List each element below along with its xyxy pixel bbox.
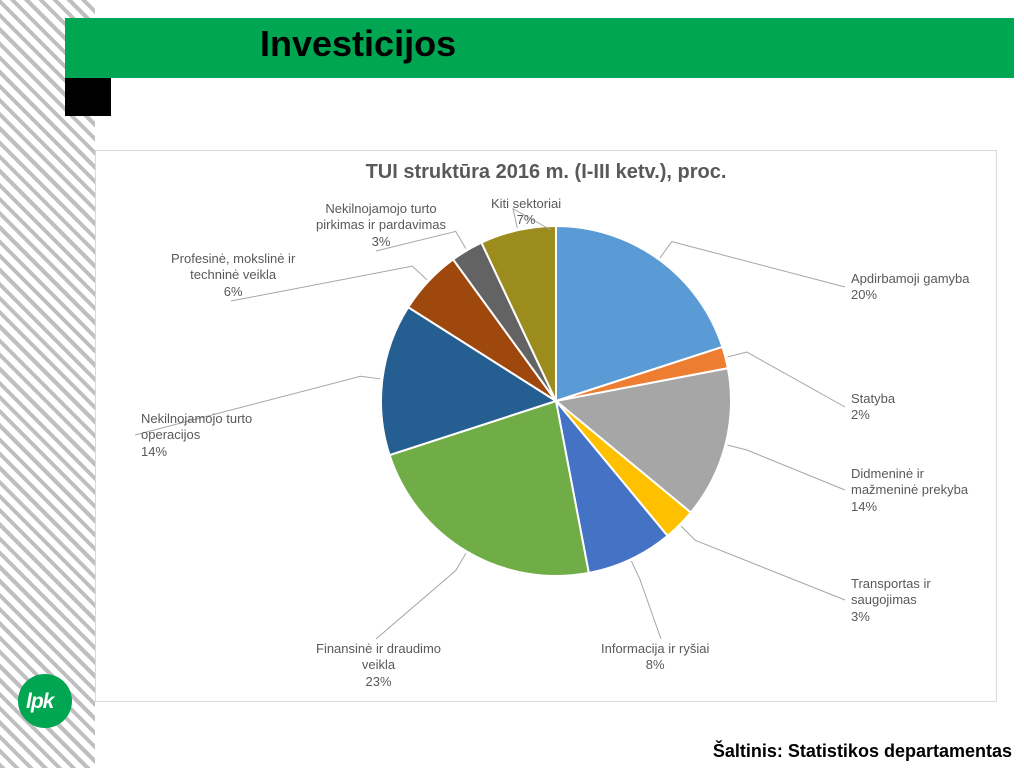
pie-label: Transportas irsaugojimas3%	[851, 576, 931, 625]
pie-svg	[376, 221, 736, 581]
pie-label: Informacija ir ryšiai8%	[601, 641, 709, 674]
leader-line	[727, 352, 845, 407]
pie-label: Apdirbamoji gamyba20%	[851, 271, 970, 304]
pie-label: Statyba2%	[851, 391, 895, 424]
header-corner-tab	[65, 78, 103, 116]
chart-container: TUI struktūra 2016 m. (I-III ketv.), pro…	[95, 150, 997, 702]
logo-text: lpk	[26, 690, 53, 714]
pie-label: Profesinė, mokslinė irtechninė veikla6%	[171, 251, 295, 300]
logo-badge: lpk	[18, 674, 72, 728]
pie-label: Finansinė ir draudimoveikla23%	[316, 641, 441, 690]
header-bar	[65, 18, 1014, 78]
pie-label: Nekilnojamojo turtooperacijos14%	[141, 411, 252, 460]
pie-label: Nekilnojamojo turtopirkimas ir pardavima…	[316, 201, 446, 250]
pie-label: Kiti sektoriai7%	[491, 196, 561, 229]
pie-label: Didmeninė irmažmeninė prekyba14%	[851, 466, 968, 515]
chart-title: TUI struktūra 2016 m. (I-III ketv.), pro…	[96, 161, 996, 184]
leader-line	[727, 445, 845, 490]
source-line: Šaltinis: Statistikos departamentas	[713, 741, 1012, 762]
page-title: Investicijos	[260, 23, 456, 65]
pie-chart	[376, 221, 736, 581]
